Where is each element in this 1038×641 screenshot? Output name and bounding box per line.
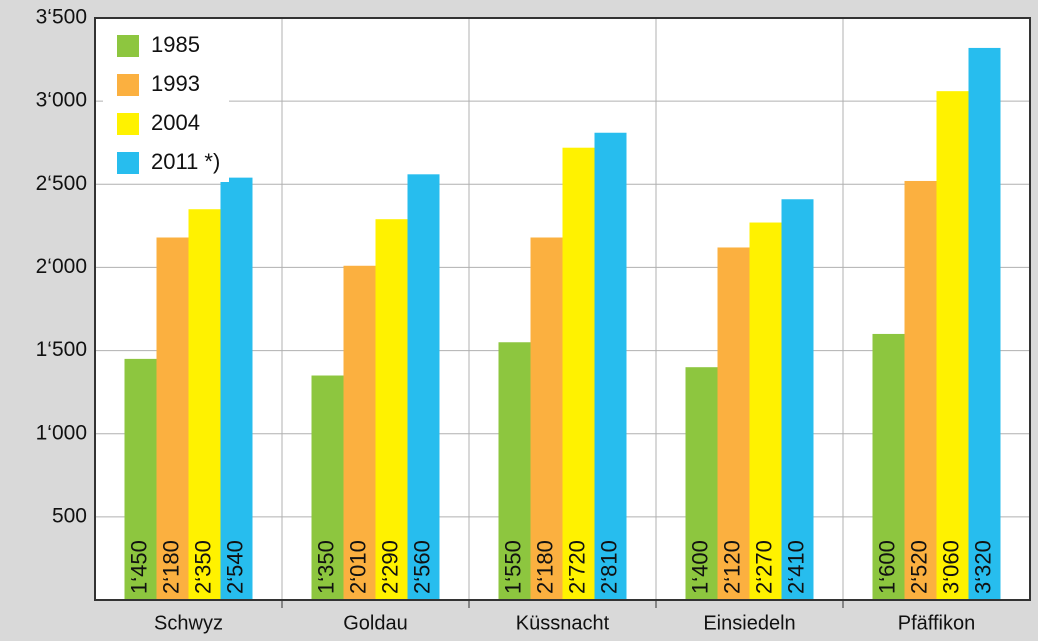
- x-tick-label: Einsiedeln: [703, 612, 795, 634]
- x-tick-label: Schwyz: [154, 612, 223, 634]
- value-label: 2‘560: [409, 540, 434, 594]
- y-tick-label: 2‘000: [36, 255, 87, 278]
- bar: [407, 174, 440, 600]
- bar: [717, 247, 750, 600]
- value-label: 1‘350: [313, 540, 338, 594]
- value-label: 2‘720: [564, 540, 589, 594]
- bar: [498, 342, 531, 600]
- bar: [343, 265, 376, 600]
- bar: [685, 367, 718, 600]
- value-label: 2‘520: [906, 540, 931, 594]
- legend-label: 1985: [151, 32, 200, 57]
- bar: [594, 132, 627, 601]
- value-label: 1‘550: [500, 540, 525, 594]
- bar: [124, 358, 157, 600]
- value-label: 1‘600: [874, 540, 899, 594]
- bar: [872, 333, 905, 600]
- x-tick-label: Küssnacht: [516, 612, 610, 634]
- value-label: 2‘010: [345, 540, 370, 594]
- bar: [156, 237, 189, 601]
- bar: [781, 199, 814, 600]
- bar: [936, 91, 969, 600]
- legend-swatch: [117, 74, 139, 96]
- y-tick-label: 500: [52, 504, 87, 527]
- y-tick-label: 3‘000: [36, 89, 87, 112]
- bar: [749, 222, 782, 600]
- bar: [311, 375, 344, 600]
- value-label: 2‘810: [596, 540, 621, 594]
- legend-label: 2011 *): [151, 149, 220, 174]
- value-label: 1‘450: [126, 540, 151, 594]
- value-label: 2‘540: [222, 540, 247, 594]
- y-tick-label: 1‘000: [36, 421, 87, 444]
- value-label: 2‘350: [190, 540, 215, 594]
- y-tick-label: 2‘500: [36, 172, 87, 195]
- legend-label: 1993: [151, 71, 200, 96]
- bar: [562, 147, 595, 600]
- legend-swatch: [117, 152, 139, 174]
- plot-border: [94, 17, 1031, 601]
- value-label: 2‘120: [719, 540, 744, 594]
- bar: [904, 180, 937, 600]
- y-tick-label: 3‘500: [36, 6, 87, 29]
- value-label: 2‘410: [783, 540, 808, 594]
- bar: [188, 209, 221, 600]
- value-label: 1‘400: [687, 540, 712, 594]
- x-tick-label: Pfäffikon: [898, 612, 975, 634]
- y-tick-label: 1‘500: [36, 338, 87, 361]
- bar: [530, 237, 563, 601]
- legend-swatch: [117, 35, 139, 57]
- legend-swatch: [117, 113, 139, 135]
- legend-label: 2004: [151, 110, 200, 135]
- bar: [220, 177, 253, 601]
- value-label: 2‘180: [532, 540, 557, 594]
- value-label: 2‘290: [377, 540, 402, 594]
- value-label: 3‘060: [938, 540, 963, 594]
- value-label: 3‘320: [970, 540, 995, 594]
- bar: [968, 47, 1001, 601]
- x-tick-label: Goldau: [343, 612, 408, 634]
- value-label: 2‘270: [751, 540, 776, 594]
- value-label: 2‘180: [158, 540, 183, 594]
- bar: [375, 219, 408, 600]
